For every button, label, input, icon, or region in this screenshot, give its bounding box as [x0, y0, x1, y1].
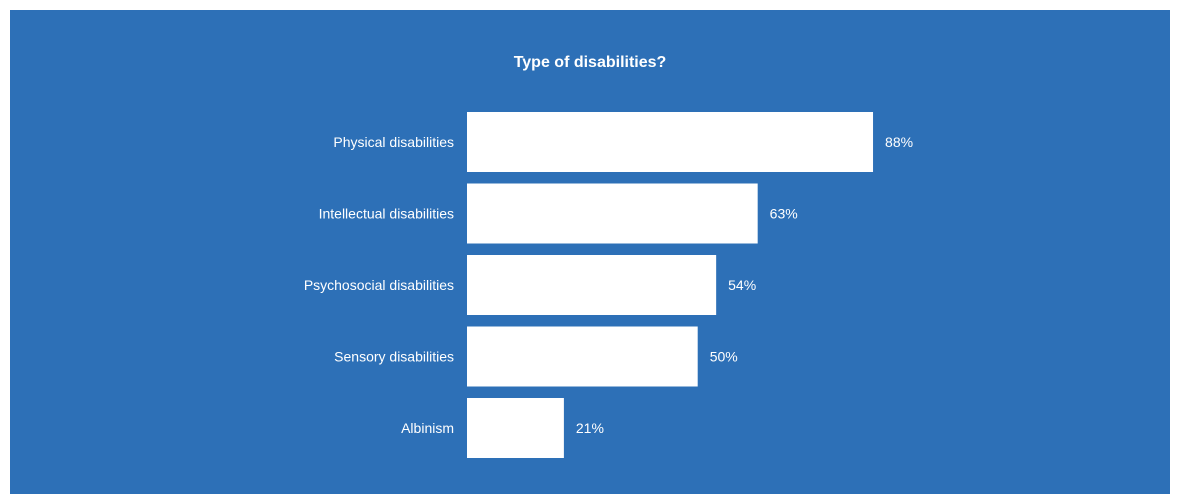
chart-title: Type of disabilities?	[513, 54, 667, 71]
category-label: Albinism	[401, 420, 454, 436]
chart-panel: Type of disabilities? Physical disabilit…	[10, 10, 1170, 494]
value-label: 63%	[770, 206, 798, 222]
category-label: Sensory disabilities	[334, 349, 454, 365]
bar-chart: Physical disabilities 88% Intellectual dis…	[304, 112, 913, 458]
category-label: Psychosocial disabilities	[304, 277, 454, 293]
bar-psychosocial-disabilities	[467, 255, 717, 315]
value-label: 21%	[576, 420, 604, 436]
bar-intellectual-disabilities	[467, 183, 758, 244]
value-label: 88%	[885, 134, 913, 150]
bar-physical-disabilities	[467, 112, 874, 172]
category-label: Physical disabilities	[333, 134, 454, 150]
bar-albinism	[467, 398, 564, 458]
value-label: 54%	[728, 277, 756, 293]
value-label: 50%	[710, 349, 738, 365]
bar-sensory-disabilities	[467, 326, 698, 387]
category-label: Intellectual disabilities	[319, 206, 454, 222]
